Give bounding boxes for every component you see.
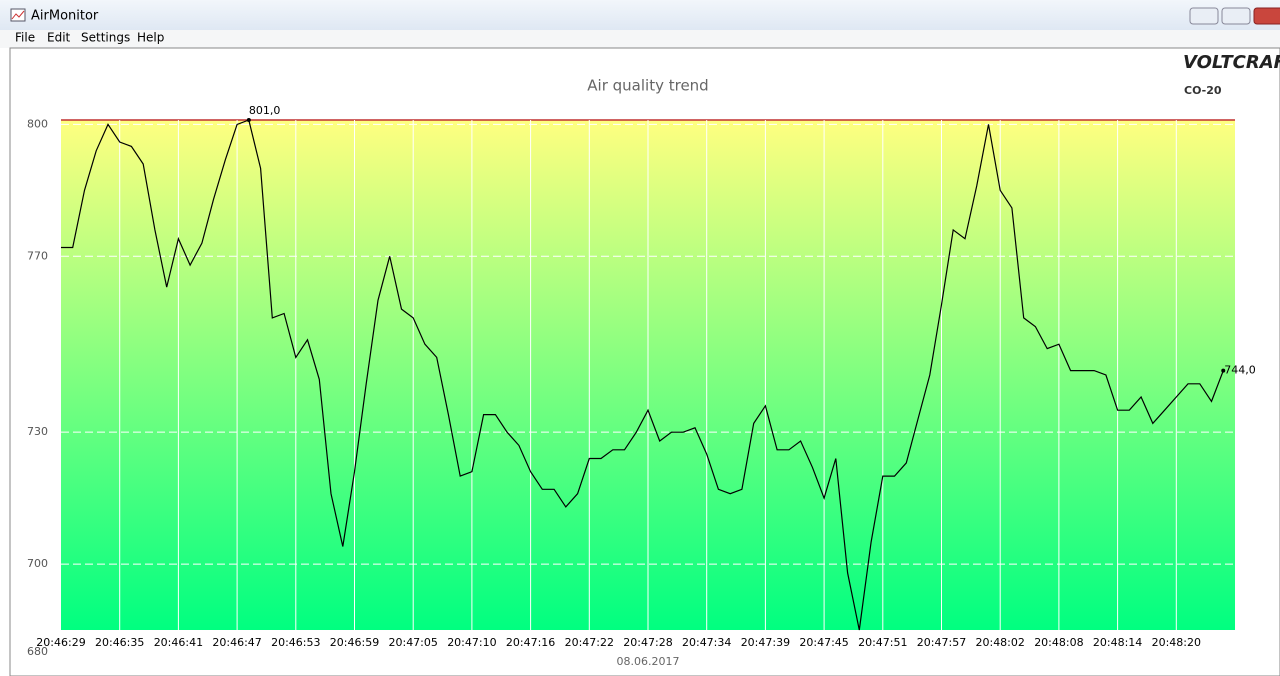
app-icon-glyph	[11, 10, 25, 20]
menu-item[interactable]: File	[15, 31, 35, 45]
x-tick-label: 20:47:16	[506, 636, 555, 649]
y-tick-label: 800	[27, 117, 48, 130]
x-tick-label: 20:48:20	[1152, 636, 1201, 649]
x-tick-label: 20:48:08	[1034, 636, 1083, 649]
x-tick-label: 20:47:22	[565, 636, 614, 649]
x-tick-label: 20:47:45	[799, 636, 848, 649]
y-tick-label: 730	[27, 425, 48, 438]
x-tick-label: 20:47:28	[623, 636, 672, 649]
trend-line	[61, 119, 1224, 631]
app-icon	[10, 8, 26, 22]
x-axis-label: 08.06.2017	[617, 655, 680, 668]
brand-model: CO-20	[1184, 84, 1222, 97]
menu-item[interactable]: Settings	[81, 31, 130, 45]
x-tick-label: 20:47:39	[741, 636, 790, 649]
menu-bar	[0, 30, 1280, 48]
x-tick-label: 20:46:47	[212, 636, 261, 649]
x-tick-label: 20:46:29	[36, 636, 85, 649]
y-tick-label: 700	[27, 557, 48, 570]
value-marker	[246, 118, 251, 122]
chart-title: Air quality trend	[587, 77, 708, 95]
x-tick-label: 20:47:10	[447, 636, 496, 649]
x-tick-label: 20:46:35	[95, 636, 144, 649]
x-tick-label: 20:46:41	[154, 636, 203, 649]
x-tick-label: 20:46:53	[271, 636, 320, 649]
x-tick-label: 20:47:51	[858, 636, 907, 649]
value-marker	[1221, 368, 1226, 373]
brand-name: VOLTCRAFT	[1183, 52, 1280, 73]
menu-item[interactable]: Edit	[47, 31, 71, 45]
value-label: 744,0	[1224, 364, 1256, 377]
window-title: AirMonitor	[31, 9, 99, 24]
value-label: 801,0	[249, 104, 281, 117]
menu: File Edit Settings Help	[15, 31, 164, 45]
maximize-button[interactable]	[1221, 7, 1251, 25]
x-tick-label: 20:48:14	[1093, 636, 1142, 649]
close-button[interactable]	[1253, 7, 1280, 25]
title-bar	[0, 0, 1280, 30]
y-tick-label: 770	[27, 249, 48, 262]
x-tick-label: 20:48:02	[975, 636, 1024, 649]
x-tick-label: 20:47:05	[388, 636, 437, 649]
x-tick-label: 20:46:59	[330, 636, 379, 649]
x-tick-label: 20:47:57	[917, 636, 966, 649]
y-tick-label: 680	[27, 645, 48, 658]
minimize-button[interactable]	[1189, 7, 1219, 25]
menu-item[interactable]: Help	[137, 31, 164, 45]
x-tick-label: 20:47:34	[682, 636, 731, 649]
